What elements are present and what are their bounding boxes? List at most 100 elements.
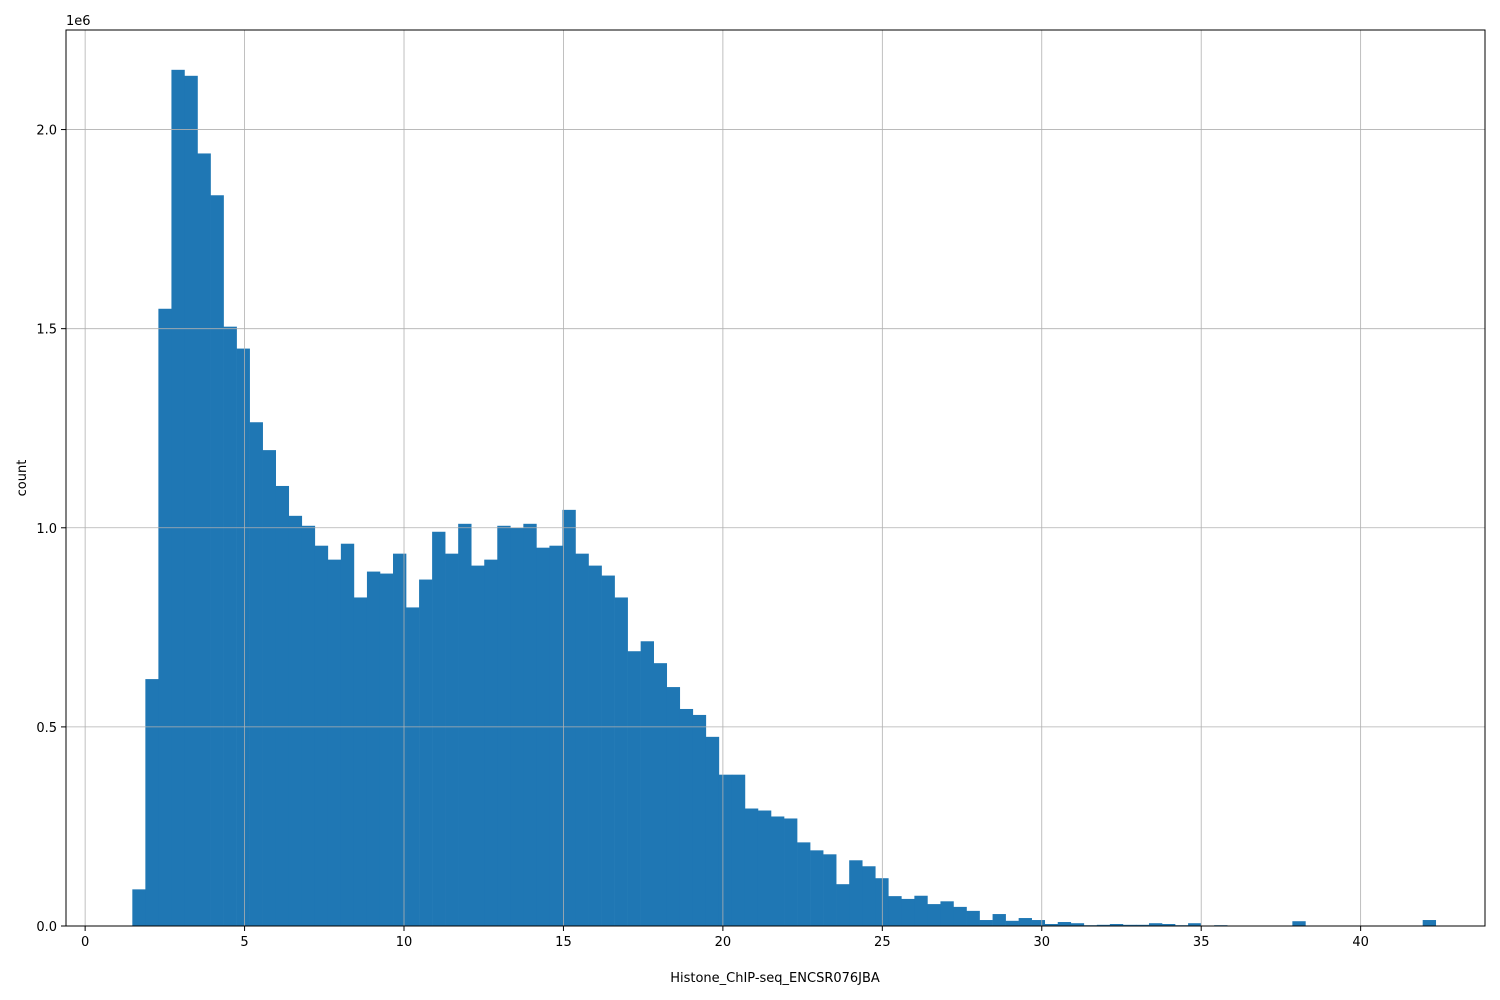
histogram-bar	[575, 553, 589, 926]
histogram-bar	[888, 896, 902, 926]
histogram-bar	[223, 326, 237, 926]
histogram-bar	[757, 810, 772, 926]
histogram-bar	[171, 69, 185, 926]
histogram-bar	[992, 914, 1006, 926]
histogram-bar	[184, 75, 198, 927]
histogram-bar	[536, 547, 550, 926]
histogram-bar	[1070, 923, 1085, 926]
histogram-bar	[406, 607, 420, 926]
x-tick-label: 0	[81, 935, 89, 950]
histogram-bar	[1057, 922, 1072, 926]
histogram-bar	[731, 774, 746, 926]
histogram-bar	[1422, 920, 1437, 926]
histogram-bar	[588, 565, 602, 926]
histogram-bar	[432, 531, 446, 926]
histogram-bar	[979, 920, 993, 926]
histogram-bar	[679, 708, 694, 926]
histogram-bar	[901, 898, 915, 926]
histogram-bar	[640, 641, 654, 926]
y-tick-label: 1.0	[36, 522, 57, 537]
histogram-bar	[666, 687, 681, 926]
histogram-bar	[953, 906, 967, 926]
y-tick-label: 2.0	[36, 124, 57, 139]
x-tick-label: 10	[396, 935, 413, 950]
histogram-bar	[458, 523, 472, 926]
histogram-bar	[549, 545, 563, 926]
histogram-bar	[471, 565, 485, 926]
y-axis-label: count	[15, 460, 30, 497]
histogram-bar	[275, 485, 290, 926]
histogram-bar	[614, 597, 628, 926]
histogram-bar	[1044, 924, 1059, 926]
histogram-bar	[1005, 920, 1019, 926]
histogram-bar	[301, 525, 316, 926]
histogram-bar	[718, 774, 733, 926]
histogram-bars	[132, 69, 1437, 927]
histogram-bar	[627, 651, 641, 926]
histogram-bar	[744, 808, 759, 926]
histogram-bar	[1018, 918, 1032, 926]
histogram-bar	[1188, 923, 1202, 926]
y-tick-label: 0.5	[36, 721, 57, 736]
histogram-bar	[1096, 924, 1111, 926]
histogram-bar	[1162, 924, 1176, 926]
histogram-bar	[262, 450, 276, 926]
histogram-bar	[823, 854, 837, 926]
y-axis-ticks: 0.0 0.5 1.0 1.5 2.0	[36, 124, 66, 935]
histogram-bar	[379, 573, 394, 926]
histogram-bar	[1135, 924, 1150, 926]
histogram-bar	[523, 523, 537, 926]
histogram-bar	[653, 663, 668, 926]
histogram-bar	[1031, 920, 1046, 926]
histogram-bar	[249, 422, 263, 926]
histogram-bar	[419, 579, 433, 926]
x-tick-label: 35	[1193, 935, 1210, 950]
histogram-bar	[562, 509, 576, 926]
y-tick-label: 1.5	[36, 323, 57, 338]
histogram-bar	[497, 525, 511, 926]
x-tick-label: 20	[715, 935, 732, 950]
histogram-bar	[810, 850, 824, 926]
histogram-bar	[484, 559, 498, 926]
y-offset-label: 1e6	[66, 14, 91, 29]
x-tick-label: 15	[555, 935, 572, 950]
histogram-bar	[210, 195, 224, 926]
x-axis-ticks: 0 5 10 15 20 25 30 35 40	[81, 926, 1369, 950]
histogram-bar	[327, 559, 342, 926]
histogram-bar	[145, 679, 159, 926]
histogram-bar	[849, 860, 863, 926]
histogram-bar	[158, 308, 172, 926]
histogram-bar	[1122, 924, 1137, 926]
plot-frame	[65, 29, 1486, 927]
histogram-bar	[966, 910, 980, 926]
histogram-bar	[197, 153, 211, 926]
histogram-bar	[914, 895, 928, 926]
histogram-bar	[393, 553, 407, 926]
histogram-bar	[366, 571, 381, 926]
histogram-bar	[705, 736, 720, 926]
histogram-bar	[1148, 923, 1163, 926]
histogram-bar	[132, 889, 146, 926]
histogram-bar	[1292, 921, 1306, 926]
x-tick-label: 5	[240, 935, 248, 950]
histogram-bar	[940, 901, 954, 926]
x-tick-label: 30	[1033, 935, 1050, 950]
histogram-bar	[862, 866, 876, 926]
histogram-bar	[288, 515, 303, 926]
histogram-bar	[692, 714, 707, 926]
histogram-bar	[1109, 924, 1124, 926]
histogram-bar	[236, 348, 250, 927]
histogram-bar	[601, 575, 615, 926]
histogram-bar	[445, 553, 459, 926]
histogram-bar	[771, 816, 785, 926]
x-tick-label: 40	[1352, 935, 1369, 950]
y-tick-label: 0.0	[36, 920, 57, 935]
histogram-bar	[340, 543, 355, 926]
x-tick-label: 25	[874, 935, 891, 950]
histogram-bar	[836, 884, 850, 926]
histogram-bar	[927, 904, 941, 926]
histogram-bar	[353, 597, 368, 926]
x-axis-label: Histone_ChIP-seq_ENCSR076JBA	[670, 971, 880, 986]
histogram-bar	[784, 818, 798, 926]
